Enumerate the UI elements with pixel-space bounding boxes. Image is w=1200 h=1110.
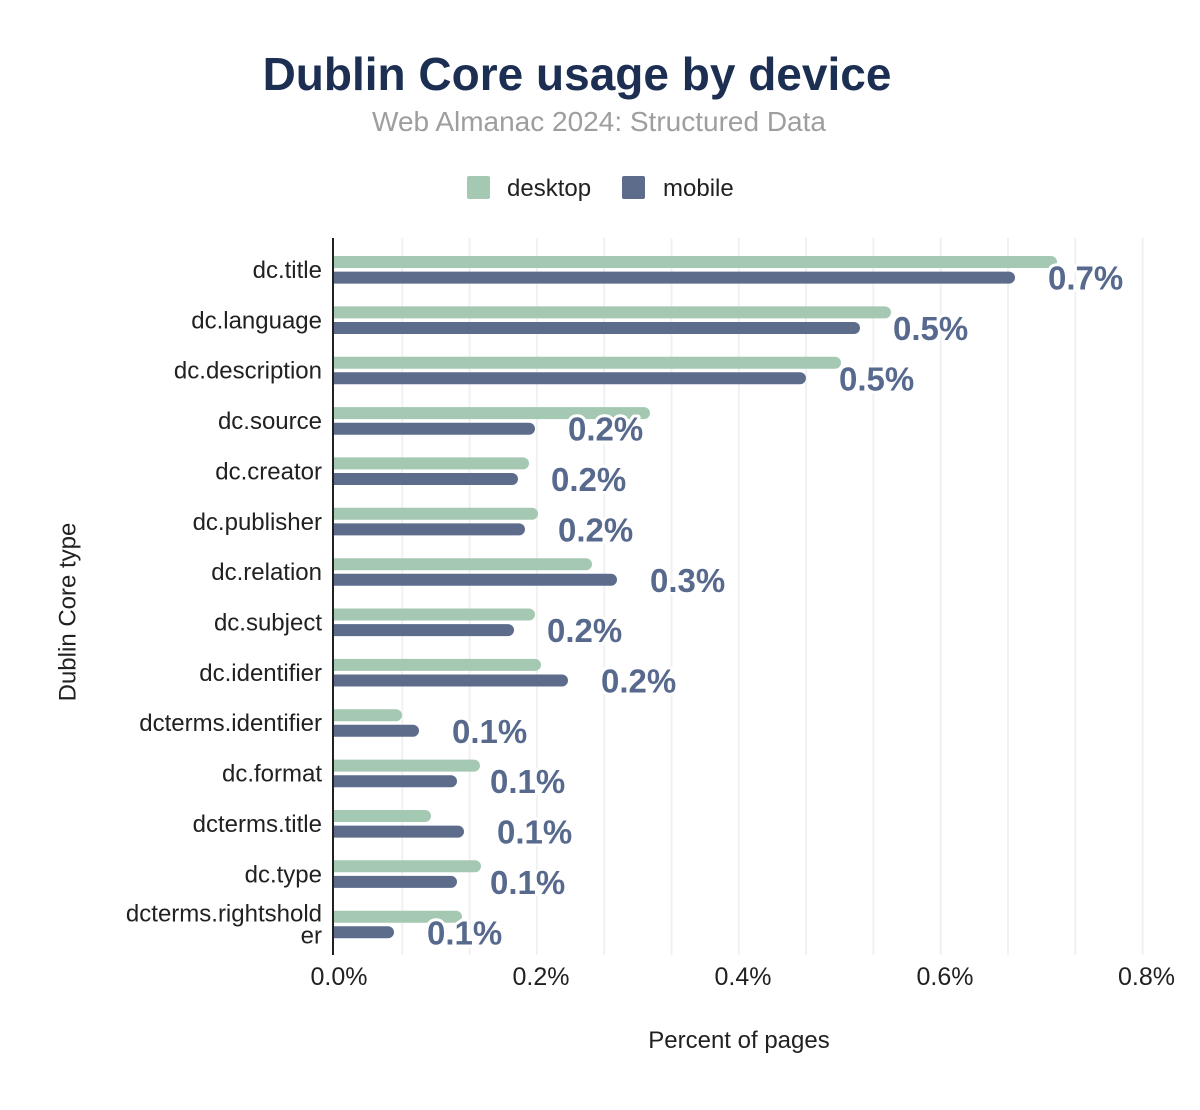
svg-text:0.7%: 0.7% — [1048, 260, 1123, 297]
svg-text:Dublin Core type: Dublin Core type — [55, 523, 82, 702]
svg-text:0.5%: 0.5% — [839, 360, 914, 397]
svg-text:dc.relation: dc.relation — [211, 559, 322, 586]
svg-text:er: er — [301, 923, 322, 950]
svg-text:0.1%: 0.1% — [497, 814, 572, 851]
svg-text:0.5%: 0.5% — [893, 310, 968, 347]
svg-text:0.1%: 0.1% — [452, 713, 527, 750]
svg-text:desktop: desktop — [507, 175, 591, 202]
svg-text:0.1%: 0.1% — [490, 864, 565, 901]
svg-text:dcterms.identifier: dcterms.identifier — [139, 710, 322, 737]
svg-text:Web Almanac 2024: Structured D: Web Almanac 2024: Structured Data — [372, 106, 826, 137]
svg-text:0.2%: 0.2% — [551, 461, 626, 498]
svg-text:0.2%: 0.2% — [568, 411, 643, 448]
svg-text:0.1%: 0.1% — [427, 914, 502, 951]
svg-text:dc.subject: dc.subject — [214, 610, 322, 637]
svg-text:dc.type: dc.type — [245, 861, 322, 888]
svg-text:0.6%: 0.6% — [917, 963, 974, 991]
svg-text:dc.identifier: dc.identifier — [199, 660, 322, 687]
svg-text:0.0%: 0.0% — [311, 963, 368, 991]
svg-text:0.8%: 0.8% — [1118, 963, 1175, 991]
svg-text:Percent of pages: Percent of pages — [648, 1027, 829, 1054]
svg-text:0.2%: 0.2% — [558, 511, 633, 548]
svg-text:dc.source: dc.source — [218, 408, 322, 435]
svg-text:0.4%: 0.4% — [715, 963, 772, 991]
svg-text:dc.creator: dc.creator — [215, 458, 322, 485]
svg-text:dc.language: dc.language — [191, 307, 322, 334]
svg-text:dc.format: dc.format — [222, 761, 322, 788]
svg-text:0.1%: 0.1% — [490, 763, 565, 800]
svg-text:dcterms.rightshold: dcterms.rightshold — [126, 901, 322, 928]
svg-text:0.2%: 0.2% — [601, 663, 676, 700]
svg-text:mobile: mobile — [663, 175, 734, 202]
svg-text:dc.description: dc.description — [174, 358, 322, 385]
svg-text:dcterms.title: dcterms.title — [193, 811, 322, 838]
svg-text:0.2%: 0.2% — [513, 963, 570, 991]
svg-text:Dublin Core usage by device: Dublin Core usage by device — [263, 48, 892, 100]
svg-text:0.2%: 0.2% — [547, 612, 622, 649]
svg-text:dc.publisher: dc.publisher — [193, 509, 322, 536]
svg-text:0.3%: 0.3% — [650, 562, 725, 599]
svg-text:dc.title: dc.title — [253, 257, 322, 284]
